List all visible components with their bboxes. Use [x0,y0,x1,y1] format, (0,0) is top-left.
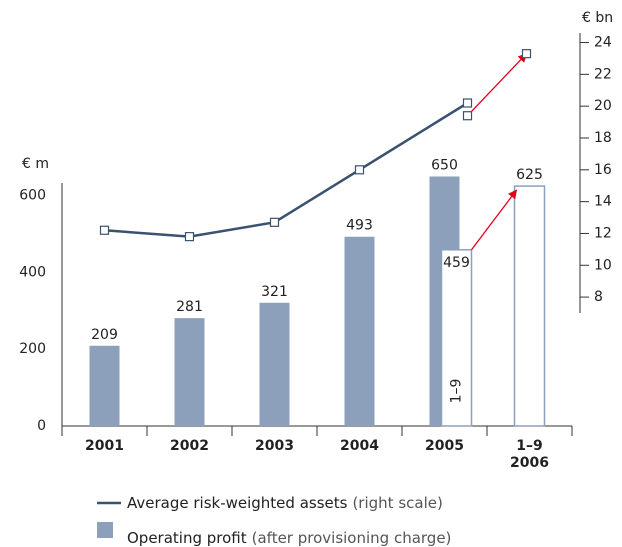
legend-entry: Average risk-weighted assets (right scale… [127,494,443,512]
data-label: 493 [346,218,373,234]
data-label: 281 [176,299,203,315]
line [467,53,528,117]
data-label: 321 [261,284,288,300]
legend-entry: Operating profit (after provisioning char… [127,529,451,547]
bar [513,185,546,427]
legend-swatch [97,522,113,538]
line-marker [354,165,365,175]
x-tick-label: 2003 [255,438,294,454]
x-tick-label: 2005 [425,438,464,454]
legend-name: Operating profit [127,529,247,547]
bar [259,302,290,426]
y2-axis-label: € bn [582,10,613,26]
line [104,101,469,238]
y-tick-label: 0 [37,418,46,434]
y2-tick-label: 10 [594,257,612,273]
line-marker [462,111,473,121]
x-tick-label: 2006 [510,455,549,471]
y2-tick-label: 14 [594,194,612,210]
legend-note: (after provisioning charge) [252,529,452,547]
y2-tick-label: 22 [594,66,612,82]
data-label: 459 [443,255,470,271]
x-tick-label: 1–9 [516,438,542,454]
line-marker [184,232,195,242]
bar [344,236,375,426]
y2-tick-label: 18 [594,130,612,146]
y2-tick-label: 8 [594,289,603,305]
line-marker [521,49,532,59]
x-tick-label: 2001 [85,438,124,454]
line-marker [269,217,280,227]
y2-tick-label: 24 [594,35,612,51]
bar [440,249,473,427]
bar [89,345,120,426]
x-tick-label: 2004 [340,438,379,454]
x-tick-label: 2002 [170,438,209,454]
line-marker [462,98,473,108]
y-tick-label: 400 [19,264,46,280]
arrow [470,189,518,251]
legend-name: Average risk-weighted assets [127,494,348,512]
legend-note: (right scale) [352,494,442,512]
data-label: 625 [516,167,543,183]
line-marker [99,225,110,235]
bar-label: 1–9 [449,379,465,404]
y-axis-label: € m [22,156,49,172]
data-label: 650 [431,157,458,173]
y2-tick-label: 16 [594,162,612,178]
y2-tick-label: 20 [594,98,612,114]
bar [174,318,205,426]
y-tick-label: 200 [19,341,46,357]
y2-tick-label: 12 [594,225,612,241]
y-tick-label: 600 [19,188,46,204]
data-label: 209 [91,327,118,343]
